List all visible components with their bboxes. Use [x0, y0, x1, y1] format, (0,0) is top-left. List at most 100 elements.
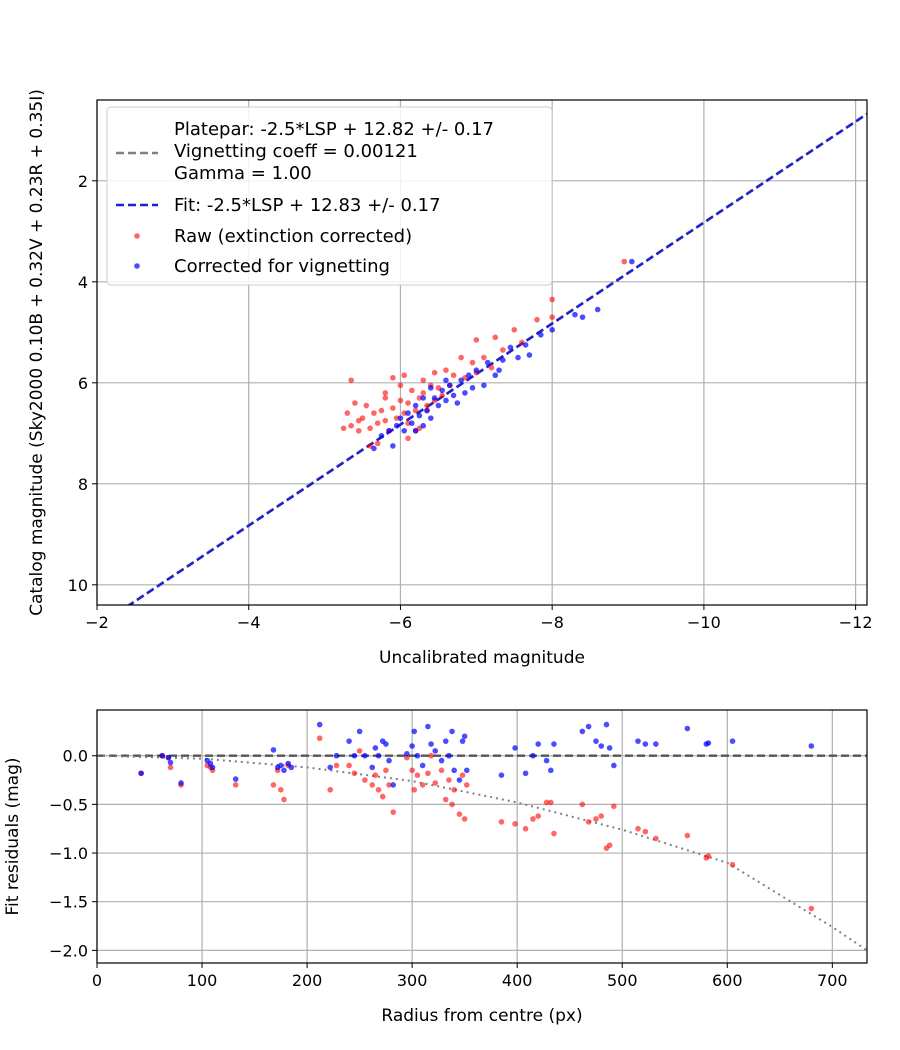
- data-point: [420, 395, 427, 401]
- data-point: [446, 752, 452, 759]
- y-tick-label: 10: [68, 576, 88, 595]
- data-point: [369, 764, 376, 771]
- data-point: [530, 752, 536, 759]
- data-point: [462, 390, 468, 396]
- data-point: [507, 344, 514, 351]
- data-point: [281, 767, 287, 774]
- data-point: [432, 748, 439, 754]
- data-point: [414, 772, 421, 778]
- data-point: [374, 440, 381, 447]
- data-point: [369, 782, 376, 788]
- data-point: [363, 402, 370, 409]
- data-point: [281, 796, 287, 803]
- data-point: [405, 400, 411, 406]
- legend-platepar-label: Platepar: -2.5*LSP + 12.82 +/- 0.17 Vigne…: [174, 119, 494, 184]
- data-point: [492, 372, 499, 379]
- legend-platepar-line: Platepar: -2.5*LSP + 12.82 +/- 0.17: [174, 119, 494, 140]
- data-point: [443, 377, 449, 384]
- data-point: [530, 816, 536, 822]
- data-point: [427, 415, 434, 421]
- plot-frame: [96, 99, 868, 606]
- data-point: [420, 390, 427, 396]
- data-point: [425, 770, 431, 777]
- data-point: [511, 326, 518, 333]
- data-point: [469, 359, 476, 366]
- data-point: [435, 402, 442, 409]
- data-point: [333, 752, 340, 759]
- data-point: [278, 762, 284, 769]
- data-point: [411, 786, 418, 793]
- data-point: [409, 767, 415, 774]
- data-point: [450, 372, 457, 379]
- data-point: [442, 796, 449, 803]
- data-point: [684, 832, 691, 839]
- data-point: [594, 306, 601, 313]
- data-point: [382, 395, 389, 401]
- data-point: [549, 326, 555, 333]
- legend-platepar-line: Vignetting coeff = 0.00121: [174, 141, 418, 162]
- data-point: [458, 354, 464, 361]
- data-point: [603, 721, 610, 728]
- data-point: [386, 782, 392, 788]
- series-raw: [340, 258, 628, 449]
- data-point: [456, 811, 463, 817]
- series-raw: [138, 735, 815, 912]
- data-point: [371, 445, 377, 452]
- data-point: [729, 738, 736, 744]
- x-tick-label: 0: [92, 971, 102, 990]
- data-point: [512, 745, 518, 751]
- legend-box: [106, 106, 553, 286]
- data-point: [635, 825, 641, 832]
- data-point: [431, 369, 438, 376]
- x-tick-label: 700: [817, 971, 848, 990]
- data-point: [412, 407, 419, 414]
- data-point: [356, 748, 363, 754]
- data-point: [352, 400, 358, 406]
- data-point: [451, 767, 457, 774]
- data-point: [593, 816, 599, 822]
- data-point: [374, 420, 381, 427]
- data-point: [138, 770, 144, 777]
- data-point: [512, 821, 518, 827]
- x-tick-label: 300: [397, 971, 428, 990]
- data-point: [359, 415, 366, 421]
- y-axis-label: Catalog magnitude (Sky2000 0.10B + 0.32V…: [27, 89, 47, 616]
- data-point: [390, 809, 397, 815]
- data-point: [379, 793, 386, 800]
- data-point: [642, 741, 649, 747]
- data-point: [585, 819, 592, 825]
- data-point: [167, 759, 174, 766]
- data-point: [526, 352, 533, 358]
- y-tick-label: 0.0: [63, 747, 88, 766]
- data-point: [579, 314, 586, 320]
- data-point: [412, 402, 419, 409]
- data-point: [492, 334, 499, 341]
- y-tick-label: 6: [78, 374, 88, 393]
- data-point: [705, 853, 712, 859]
- data-point: [344, 410, 351, 416]
- y-axis-label: Fit residuals (mag): [3, 758, 23, 916]
- data-point: [548, 767, 554, 774]
- x-tick-label: 600: [712, 971, 743, 990]
- legend-corrected-marker: [134, 263, 140, 269]
- legend: Platepar: -2.5*LSP + 12.82 +/- 0.17 Vigne…: [106, 106, 553, 286]
- legend-fit-label: Fit: -2.5*LSP + 12.83 +/- 0.17: [174, 195, 441, 216]
- data-point: [378, 407, 385, 414]
- data-point: [549, 314, 555, 320]
- data-point: [432, 780, 439, 786]
- data-point: [333, 762, 340, 769]
- data-point: [348, 422, 354, 429]
- data-point: [496, 367, 502, 373]
- data-point: [285, 760, 291, 767]
- data-point: [383, 767, 389, 774]
- data-point: [327, 764, 334, 771]
- data-point: [534, 316, 540, 323]
- data-point: [439, 392, 445, 399]
- y-tick-label: −1.0: [49, 844, 88, 863]
- data-point: [593, 738, 599, 744]
- data-point: [401, 372, 408, 379]
- data-point: [404, 754, 410, 761]
- data-point: [579, 728, 586, 735]
- data-point: [390, 443, 396, 449]
- data-point: [424, 402, 430, 409]
